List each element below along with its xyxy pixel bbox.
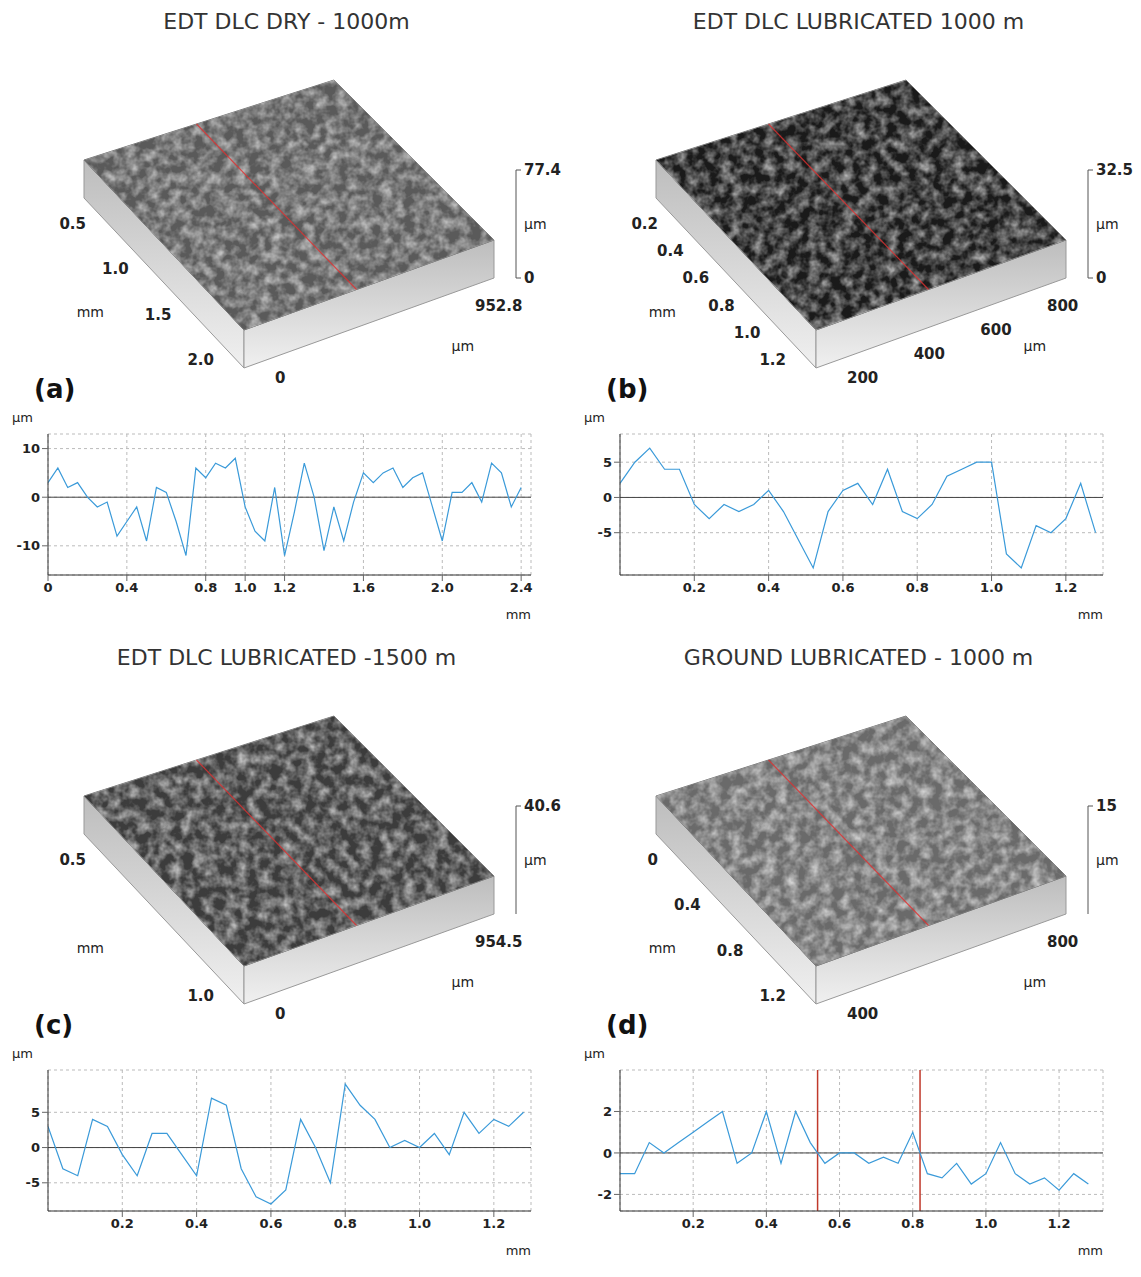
svg-text:952.8: 952.8 [475, 297, 522, 315]
svg-text:µm: µm [524, 852, 547, 868]
svg-text:0.8: 0.8 [901, 1216, 924, 1231]
svg-text:-2: -2 [598, 1187, 612, 1202]
svg-text:0: 0 [603, 490, 612, 505]
html-text:µm: µm [584, 1046, 605, 1061]
svg-text:0.2: 0.2 [683, 580, 706, 595]
svg-text:1.0: 1.0 [974, 1216, 997, 1231]
svg-text:0.8: 0.8 [708, 297, 735, 315]
svg-text:0.4: 0.4 [115, 580, 138, 595]
svg-text:µm: µm [1024, 974, 1047, 990]
svg-text:0.4: 0.4 [674, 896, 701, 914]
svg-text:1.2: 1.2 [1054, 580, 1077, 595]
svg-text:µm: µm [452, 338, 475, 354]
svg-text:5: 5 [31, 1105, 40, 1120]
svg-text:0: 0 [648, 851, 658, 869]
svg-text:(c): (c) [34, 1010, 73, 1040]
svg-text:µm: µm [1096, 216, 1119, 232]
svg-text:0.6: 0.6 [683, 269, 710, 287]
svg-text:10: 10 [22, 441, 40, 456]
svg-text:mm: mm [1078, 1243, 1103, 1258]
svg-text:-5: -5 [26, 1175, 40, 1190]
svg-text:1.5: 1.5 [145, 306, 172, 324]
svg-text:0: 0 [43, 580, 52, 595]
svg-text:0: 0 [524, 269, 534, 287]
svg-text:0: 0 [31, 1140, 40, 1155]
svg-text:1.2: 1.2 [759, 351, 786, 369]
svg-text:0: 0 [275, 1005, 285, 1023]
svg-text:0.6: 0.6 [259, 1216, 282, 1231]
svg-text:0.8: 0.8 [194, 580, 217, 595]
svg-text:µm: µm [524, 216, 547, 232]
svg-text:mm: mm [77, 304, 104, 320]
svg-text:1.6: 1.6 [352, 580, 375, 595]
svg-text:0.4: 0.4 [757, 580, 780, 595]
html-text:GROUND LUBRICATED - 1000 m: GROUND LUBRICATED - 1000 m [683, 645, 1034, 670]
svg-text:0.4: 0.4 [657, 242, 684, 260]
svg-text:954.5: 954.5 [475, 933, 522, 951]
svg-text:1.0: 1.0 [408, 1216, 431, 1231]
svg-text:1.2: 1.2 [1048, 1216, 1071, 1231]
svg-text:µm: µm [1024, 338, 1047, 354]
svg-text:mm: mm [506, 607, 531, 622]
svg-text:0.4: 0.4 [755, 1216, 778, 1231]
html-text:µm: µm [584, 410, 605, 425]
svg-text:0: 0 [31, 490, 40, 505]
svg-text:mm: mm [649, 304, 676, 320]
svg-text:1.0: 1.0 [980, 580, 1003, 595]
svg-text:2.4: 2.4 [510, 580, 533, 595]
svg-text:0: 0 [275, 369, 285, 387]
svg-text:mm: mm [77, 940, 104, 956]
svg-text:0.8: 0.8 [334, 1216, 357, 1231]
svg-text:µm: µm [1096, 852, 1119, 868]
svg-text:400: 400 [847, 1005, 878, 1023]
svg-text:0.5: 0.5 [59, 215, 86, 233]
svg-text:0.6: 0.6 [828, 1216, 851, 1231]
svg-text:0.2: 0.2 [682, 1216, 705, 1231]
svg-text:1.2: 1.2 [273, 580, 296, 595]
svg-text:(d): (d) [606, 1010, 648, 1040]
svg-text:(b): (b) [606, 374, 648, 404]
svg-text:0.4: 0.4 [185, 1216, 208, 1231]
svg-text:2: 2 [603, 1104, 612, 1119]
svg-text:µm: µm [452, 974, 475, 990]
html-text:EDT DLC DRY - 1000m: EDT DLC DRY - 1000m [163, 9, 410, 34]
svg-text:-10: -10 [17, 538, 41, 553]
svg-text:mm: mm [649, 940, 676, 956]
svg-text:1.0: 1.0 [102, 260, 129, 278]
svg-text:2.0: 2.0 [187, 351, 214, 369]
svg-text:0.8: 0.8 [906, 580, 929, 595]
svg-text:1.2: 1.2 [482, 1216, 505, 1231]
svg-text:0.2: 0.2 [111, 1216, 134, 1231]
svg-text:1.0: 1.0 [734, 324, 761, 342]
svg-text:5: 5 [603, 455, 612, 470]
svg-text:0.2: 0.2 [631, 215, 658, 233]
html-text:µm: µm [12, 410, 33, 425]
svg-text:40.6: 40.6 [524, 797, 561, 815]
svg-text:600: 600 [980, 321, 1011, 339]
svg-text:800: 800 [1047, 297, 1078, 315]
svg-text:1.0: 1.0 [187, 987, 214, 1005]
svg-text:mm: mm [1078, 607, 1103, 622]
svg-text:-5: -5 [598, 525, 612, 540]
svg-text:(a): (a) [34, 374, 75, 404]
svg-text:1.0: 1.0 [234, 580, 257, 595]
svg-text:1.2: 1.2 [759, 987, 786, 1005]
svg-text:800: 800 [1047, 933, 1078, 951]
svg-text:0.6: 0.6 [831, 580, 854, 595]
svg-text:32.5: 32.5 [1096, 161, 1133, 179]
html-text:EDT DLC LUBRICATED -1500 m: EDT DLC LUBRICATED -1500 m [116, 645, 457, 670]
svg-text:2.0: 2.0 [431, 580, 454, 595]
svg-text:77.4: 77.4 [524, 161, 561, 179]
svg-text:mm: mm [506, 1243, 531, 1258]
svg-text:400: 400 [914, 345, 945, 363]
svg-text:0.8: 0.8 [717, 942, 744, 960]
svg-text:15: 15 [1096, 797, 1117, 815]
svg-text:0: 0 [1096, 269, 1106, 287]
svg-text:0: 0 [603, 1146, 612, 1161]
svg-text:0.5: 0.5 [59, 851, 86, 869]
html-text:µm: µm [12, 1046, 33, 1061]
svg-text:200: 200 [847, 369, 878, 387]
html-text:EDT DLC LUBRICATED 1000 m: EDT DLC LUBRICATED 1000 m [692, 9, 1025, 34]
